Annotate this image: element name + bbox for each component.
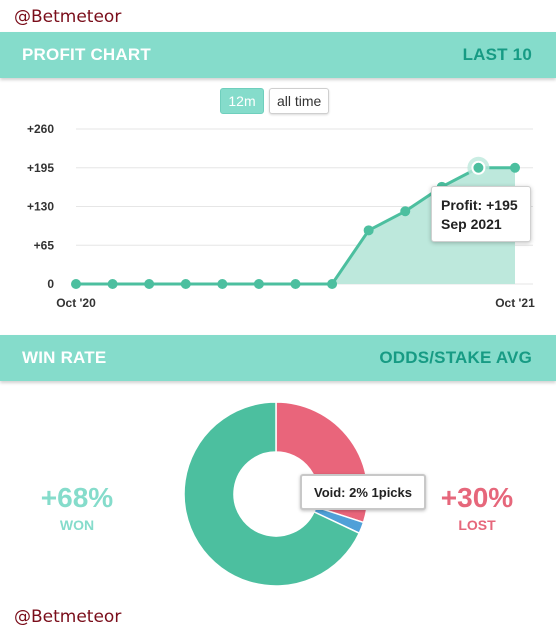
data-point[interactable]	[363, 225, 374, 236]
profit-points	[71, 156, 520, 289]
lost-stat: +30% LOST	[430, 482, 524, 533]
win-rate-title: WIN RATE	[22, 348, 107, 367]
data-point[interactable]	[180, 279, 191, 289]
y-tick-label: +195	[27, 161, 54, 175]
void-tooltip: Void: 2% 1picks	[300, 474, 426, 510]
y-tick-label: 0	[47, 277, 54, 291]
data-point[interactable]	[144, 279, 155, 289]
won-percent: +68%	[40, 482, 114, 513]
range-selector: 12m all time	[220, 88, 330, 114]
data-point[interactable]	[107, 279, 118, 289]
x-tick-label: Oct '21	[495, 296, 535, 310]
last-10-link[interactable]: LAST 10	[462, 45, 532, 64]
x-axis: Oct '20 Oct '21	[56, 296, 535, 310]
profit-area	[76, 167, 515, 284]
watermark-bottom: @Betmeteor	[14, 607, 122, 627]
won-label: WON	[59, 517, 95, 533]
y-tick-label: +65	[34, 238, 55, 252]
tooltip-profit: Profit: +195	[441, 197, 518, 213]
y-tick-label: +130	[27, 200, 54, 214]
profit-chart-header: PROFIT CHART LAST 10	[0, 32, 556, 78]
data-point[interactable]	[253, 279, 264, 289]
x-tick-label: Oct '20	[56, 296, 96, 310]
y-axis: +260 +195 +130 +65 0	[27, 122, 54, 291]
profit-tooltip: Profit: +195 Sep 2021	[431, 186, 531, 242]
won-stat: +68% WON	[30, 482, 124, 533]
odds-stake-avg-link[interactable]: ODDS/STAKE AVG	[379, 348, 532, 367]
range-all-time-button[interactable]: all time	[269, 88, 330, 114]
profit-chart-title: PROFIT CHART	[22, 45, 151, 64]
watermark-top: @Betmeteor	[14, 7, 122, 27]
data-point[interactable]	[471, 160, 486, 175]
data-point[interactable]	[290, 279, 301, 289]
tooltip-date: Sep 2021	[441, 216, 502, 232]
win-rate-header: WIN RATE ODDS/STAKE AVG	[0, 335, 556, 381]
lost-percent: +30%	[440, 482, 514, 513]
lost-label: LOST	[458, 517, 496, 533]
y-tick-label: +260	[27, 122, 54, 136]
data-point[interactable]	[510, 162, 520, 173]
data-point[interactable]	[327, 279, 338, 289]
data-point[interactable]	[217, 279, 228, 289]
donut-slice-won[interactable]	[183, 401, 361, 587]
range-12m-button[interactable]: 12m	[220, 88, 264, 114]
data-point[interactable]	[400, 206, 411, 217]
data-point[interactable]	[71, 279, 81, 289]
